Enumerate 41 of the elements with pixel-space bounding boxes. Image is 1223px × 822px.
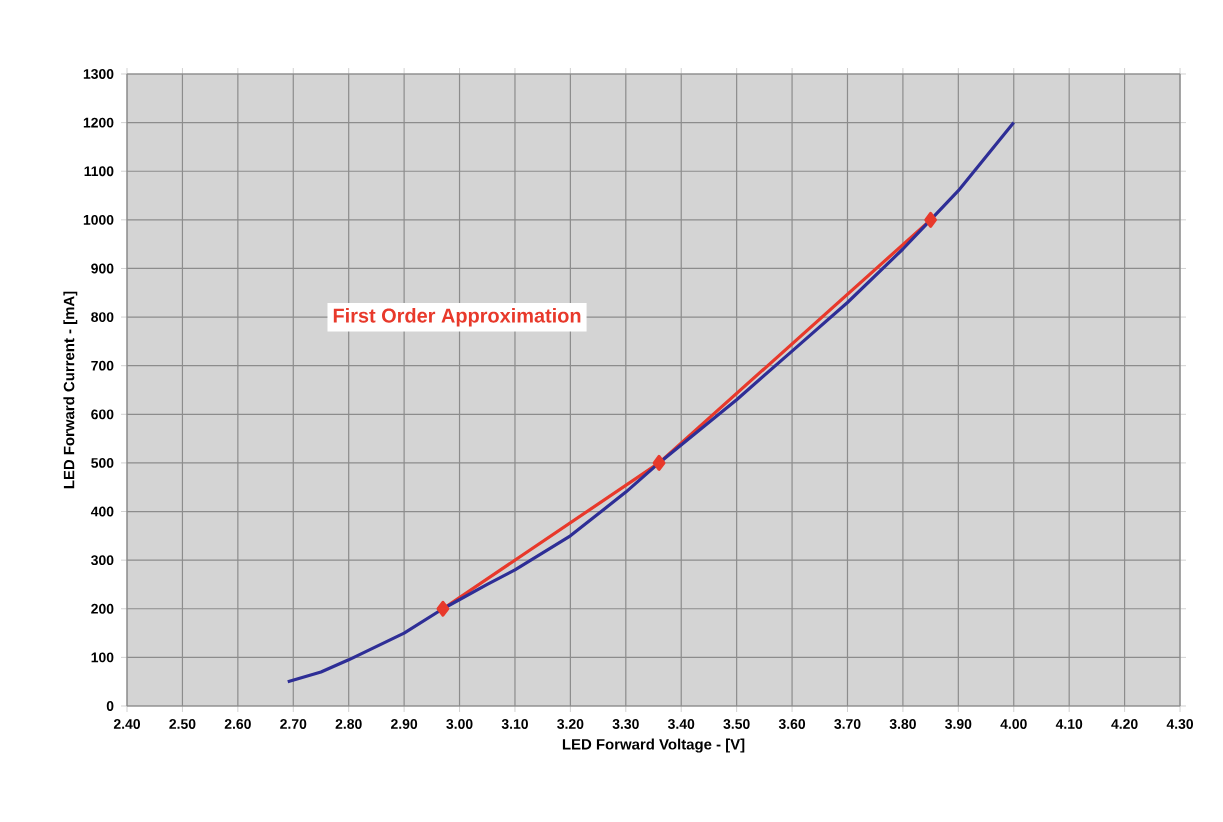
- x-tick-label: 3.80: [889, 719, 916, 729]
- x-tick-label: 3.90: [945, 719, 972, 729]
- x-tick-label: 3.40: [667, 719, 695, 729]
- y-tick-label: 1000: [83, 214, 114, 225]
- x-axis-title: LED Forward Voltage - [V]: [562, 738, 745, 753]
- x-tick-label: 3.30: [612, 719, 639, 729]
- y-tick-label: 1300: [83, 69, 114, 79]
- line-series: [286, 121, 1016, 684]
- y-tick-label: 200: [91, 603, 114, 614]
- y-tick-label: 900: [91, 263, 114, 274]
- y-tick-label: 1200: [83, 117, 114, 128]
- x-tick-label: 4.10: [1055, 719, 1083, 729]
- x-tick-label: 2.50: [169, 719, 196, 729]
- x-tick-label: 3.00: [446, 719, 473, 729]
- y-tick-label: 800: [91, 312, 114, 322]
- y-tick-label: 300: [91, 555, 114, 566]
- x-tick-label: 2.80: [335, 719, 362, 729]
- x-tick-label: 3.50: [723, 719, 750, 729]
- y-tick-label: 100: [91, 652, 114, 663]
- x-tick-label: 2.60: [224, 719, 251, 729]
- x-tick-label: 3.20: [557, 719, 584, 729]
- y-tick-label: 600: [91, 409, 114, 420]
- y-tick-label: 1100: [84, 166, 114, 177]
- point: [924, 211, 938, 228]
- y-axis-title: LED Forward Current - [mA]: [63, 291, 78, 489]
- x-tick-label: 3.10: [501, 719, 528, 729]
- y-tick-label: 400: [90, 506, 114, 517]
- x-tick-label: 4.00: [1000, 719, 1027, 729]
- text: First Order Approximation: [333, 308, 581, 327]
- point: [652, 454, 666, 471]
- x-tick-label: 2.70: [280, 719, 307, 729]
- x-tick-label: 4.30: [1166, 719, 1194, 729]
- y-tick-label: 500: [91, 458, 114, 468]
- y-tick-label: 0: [106, 701, 114, 711]
- x-tick-label: 2.40: [113, 719, 141, 729]
- x-tick-label: 3.70: [834, 719, 861, 729]
- x-tick-label: 3.60: [778, 719, 806, 729]
- point: [436, 600, 450, 617]
- x-tick-label: 2.90: [391, 719, 418, 729]
- x-tick-label: 4.20: [1111, 719, 1138, 729]
- y-tick-label: 700: [91, 360, 114, 371]
